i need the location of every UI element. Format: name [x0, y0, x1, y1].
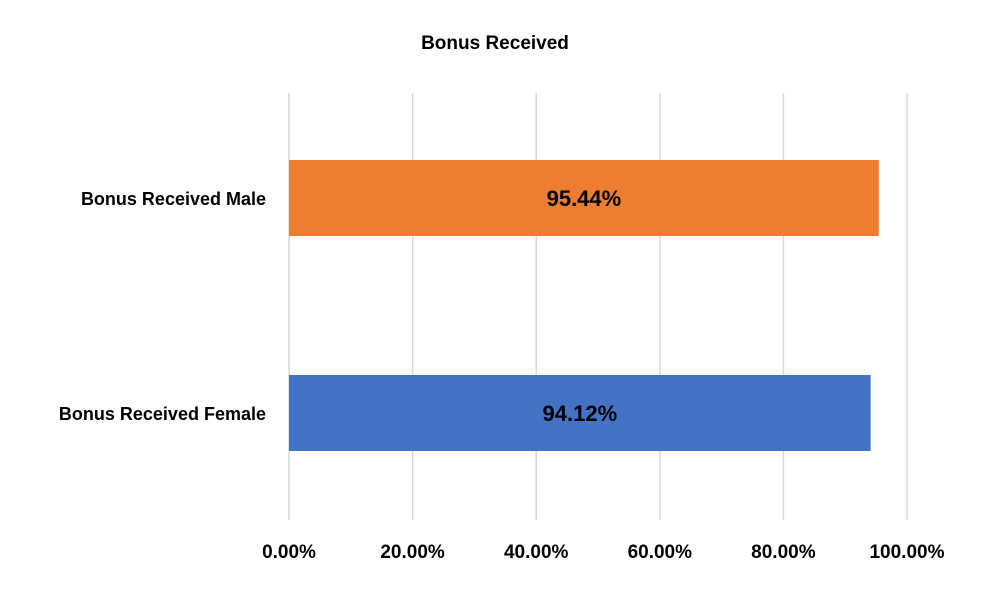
bars	[289, 160, 879, 451]
x-tick-label-3: 60.00%	[628, 542, 693, 563]
x-tick-label-4: 80.00%	[751, 542, 816, 563]
x-tick-label-1: 20.00%	[380, 542, 445, 563]
chart-title: Bonus Received	[421, 33, 569, 54]
category-labels: Bonus Received Male Bonus Received Female	[59, 189, 266, 424]
data-label-1: 94.12%	[543, 401, 618, 426]
category-label-0: Bonus Received Male	[81, 189, 266, 209]
bar-0	[289, 160, 879, 236]
x-tick-label-5: 100.00%	[869, 542, 944, 563]
data-label-0: 95.44%	[547, 186, 622, 211]
x-axis-tick-labels: 0.00% 20.00% 40.00% 60.00% 80.00% 100.00%	[262, 542, 945, 563]
data-labels: 95.44% 94.12%	[543, 186, 622, 426]
category-label-1: Bonus Received Female	[59, 404, 266, 424]
x-tick-label-0: 0.00%	[262, 542, 316, 563]
gridlines	[288, 93, 908, 520]
x-tick-label-2: 40.00%	[504, 542, 569, 563]
bar-1	[289, 375, 871, 451]
